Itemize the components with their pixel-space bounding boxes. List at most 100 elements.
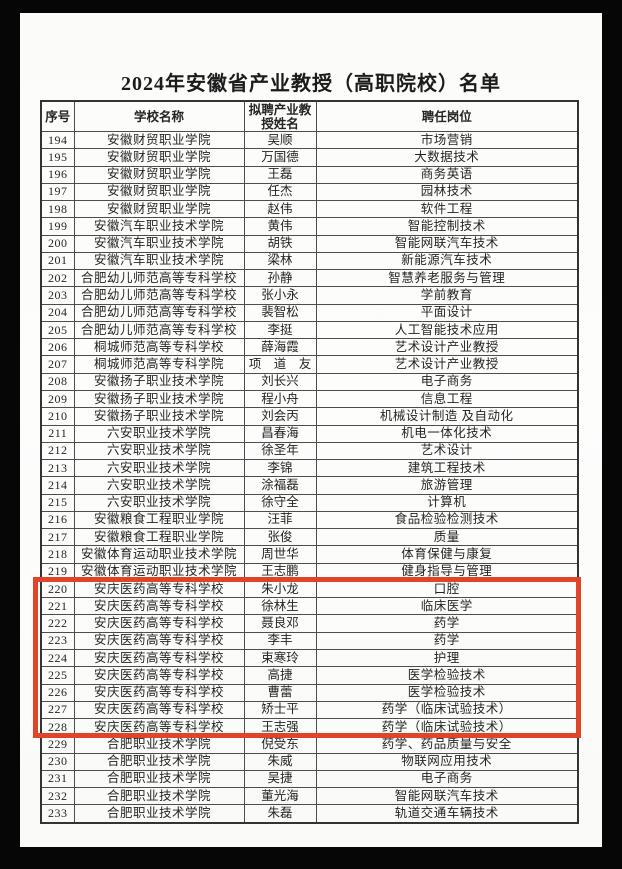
cell-school: 安徽汽车职业技术学院 [73, 234, 245, 253]
cell-position: 学前教育 [315, 286, 579, 305]
cell-school: 安庆医药高等专科学校 [73, 614, 245, 633]
cell-name: 徐林生 [243, 597, 317, 616]
cell-name: 裴智松 [243, 303, 317, 322]
cell-position: 旅游管理 [315, 476, 579, 495]
cell-position: 艺术设计 [315, 441, 579, 461]
cell-school: 合肥幼儿师范高等专科学校 [73, 269, 245, 288]
cell-position: 机电一体化技术 [315, 424, 579, 443]
cell-position: 商务英语 [315, 165, 579, 184]
table-row: 226 安庆医药高等专科学校 曹蕾 医学检验技术 [40, 683, 579, 702]
cell-position: 质量 [315, 528, 579, 547]
table-row: 210 安徽扬子职业技术学院 刘会丙 机械设计制造 及自动化 [40, 407, 579, 426]
cell-no: 213 [40, 459, 75, 478]
cell-position: 健身指导与管理 [315, 562, 579, 581]
table-row: 223 安庆医药高等专科学校 李丰 药学 [40, 631, 579, 650]
cell-school: 安徽扬子职业技术学院 [73, 372, 245, 391]
cell-name: 刘长兴 [243, 372, 317, 391]
professors-table: 序号 学校名称 拟聘产业教授姓名 聘任岗位 194 安徽财贸职业学院 吴顺 市场… [40, 100, 579, 824]
cell-no: 230 [40, 752, 75, 771]
cell-no: 203 [40, 286, 75, 305]
cell-school: 合肥职业技术学院 [73, 787, 245, 806]
table-row: 195 安徽财贸职业学院 万国德 大数据技术 [40, 148, 579, 167]
cell-no: 194 [40, 130, 75, 150]
cell-position: 人工智能技术应用 [315, 320, 579, 340]
table-header-row: 序号 学校名称 拟聘产业教授姓名 聘任岗位 [40, 100, 579, 132]
cell-school: 安徽财贸职业学院 [73, 182, 245, 202]
cell-position: 医学检验技术 [315, 666, 579, 685]
cell-name: 张小永 [243, 286, 317, 305]
cell-name: 朱小龙 [243, 579, 317, 599]
table-row: 218 安徽体育运动职业技术学院 周世华 体育保健与康复 [40, 545, 579, 564]
cell-name: 赵伟 [243, 200, 317, 219]
cell-name: 黄伟 [243, 217, 317, 236]
cell-name: 董光海 [243, 787, 317, 806]
cell-name: 王志鹏 [243, 562, 317, 581]
table-row: 233 合肥职业技术学院 朱磊 轨道交通车辆技术 [40, 804, 579, 824]
cell-name: 程小舟 [243, 389, 317, 409]
cell-name: 任杰 [243, 182, 317, 202]
table-row: 215 六安职业技术学院 徐守全 计算机 [40, 493, 579, 512]
column-header-position: 聘任岗位 [315, 100, 579, 132]
cell-school: 六安职业技术学院 [73, 476, 245, 495]
table-row: 217 安徽粮食工程职业学院 张俊 质量 [40, 528, 579, 547]
cell-name: 高捷 [243, 666, 317, 685]
cell-school: 合肥职业技术学院 [73, 804, 245, 824]
cell-position: 轨道交通车辆技术 [315, 804, 579, 824]
table-row: 229 合肥职业技术学院 倪受东 药学、药品质量与安全 [40, 735, 579, 754]
table-row: 196 安徽财贸职业学院 王磊 商务英语 [40, 165, 579, 184]
cell-position: 机械设计制造 及自动化 [315, 407, 579, 426]
table-row: 213 六安职业技术学院 李锦 建筑工程技术 [40, 459, 579, 478]
cell-position: 计算机 [315, 493, 579, 512]
cell-position: 园林技术 [315, 182, 579, 202]
cell-position: 智能控制技术 [315, 217, 579, 236]
cell-no: 224 [40, 648, 75, 668]
cell-position: 药学（临床试验技术） [315, 700, 579, 720]
cell-no: 200 [40, 234, 75, 253]
cell-name: 李挺 [243, 320, 317, 340]
cell-position: 体育保健与康复 [315, 545, 579, 564]
table-row: 232 合肥职业技术学院 董光海 智能网联汽车技术 [40, 787, 579, 806]
table-row: 199 安徽汽车职业技术学院 黄伟 智能控制技术 [40, 217, 579, 236]
table-row: 214 六安职业技术学院 涂福磊 旅游管理 [40, 476, 579, 495]
cell-position: 信息工程 [315, 389, 579, 409]
cell-no: 227 [40, 700, 75, 720]
cell-school: 安庆医药高等专科学校 [73, 631, 245, 650]
cell-school: 六安职业技术学院 [73, 493, 245, 512]
cell-no: 198 [40, 200, 75, 219]
cell-school: 安徽扬子职业技术学院 [73, 389, 245, 409]
cell-school: 安徽体育运动职业技术学院 [73, 545, 245, 564]
cell-no: 226 [40, 683, 75, 702]
cell-name: 周世华 [243, 545, 317, 564]
cell-name: 束寒玲 [243, 648, 317, 668]
column-header-school: 学校名称 [73, 100, 245, 132]
cell-position: 药学（临床试验技术） [315, 718, 579, 737]
cell-school: 六安职业技术学院 [73, 459, 245, 478]
cell-school: 桐城师范高等专科学校 [73, 338, 245, 357]
cell-name: 吴顺 [243, 130, 317, 150]
cell-school: 安庆医药高等专科学校 [73, 700, 245, 720]
table-row: 222 安庆医药高等专科学校 聂良邓 药学 [40, 614, 579, 633]
table-row: 197 安徽财贸职业学院 任杰 园林技术 [40, 182, 579, 202]
table-row: 211 六安职业技术学院 昌春海 机电一体化技术 [40, 424, 579, 443]
cell-no: 222 [40, 614, 75, 633]
cell-position: 艺术设计产业教授 [315, 355, 579, 374]
cell-name: 万国德 [243, 148, 317, 167]
cell-no: 209 [40, 389, 75, 409]
cell-name: 王磊 [243, 165, 317, 184]
cell-school: 安徽汽车职业技术学院 [73, 217, 245, 236]
cell-no: 199 [40, 217, 75, 236]
cell-no: 221 [40, 597, 75, 616]
cell-school: 合肥幼儿师范高等专科学校 [73, 286, 245, 305]
cell-no: 207 [40, 355, 75, 374]
cell-no: 217 [40, 528, 75, 547]
cell-name: 张俊 [243, 528, 317, 547]
cell-school: 合肥幼儿师范高等专科学校 [73, 303, 245, 322]
cell-name: 孙静 [243, 269, 317, 288]
table-row: 216 安徽粮食工程职业学院 汪菲 食品检验检测技术 [40, 510, 579, 530]
cell-name: 李锦 [243, 459, 317, 478]
cell-no: 206 [40, 338, 75, 357]
cell-name: 涂福磊 [243, 476, 317, 495]
cell-position: 艺术设计产业教授 [315, 338, 579, 357]
table-row: 221 安庆医药高等专科学校 徐林生 临床医学 [40, 597, 579, 616]
table-row: 208 安徽扬子职业技术学院 刘长兴 电子商务 [40, 372, 579, 391]
